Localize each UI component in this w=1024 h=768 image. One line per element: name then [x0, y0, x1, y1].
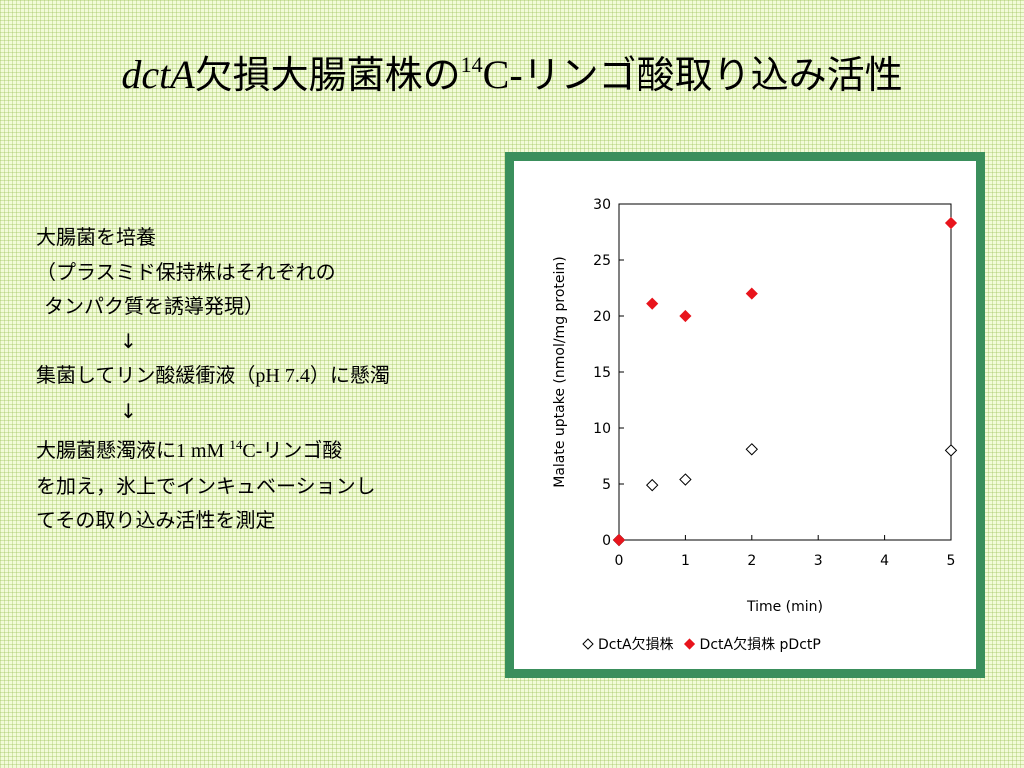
plot-area [618, 203, 952, 541]
y-tick-label: 10 [593, 421, 611, 437]
chart-frame: 0 5 10 15 20 25 30 0 1 2 3 4 5 Time (min) Malate upt… [505, 152, 985, 678]
y-tick-label: 25 [593, 253, 611, 269]
x-tick-label: 0 [615, 553, 624, 569]
data-point-pdctp [679, 309, 692, 323]
legend-marker [683, 638, 696, 650]
uptake-chart: 0 5 10 15 20 25 30 0 1 2 3 4 5 Time (min) Malate upt… [552, 197, 958, 653]
x-tick-label: 4 [880, 553, 889, 569]
procedure-line-7: てその取り込み活性を測定 [36, 508, 276, 532]
x-tick-label: 1 [681, 553, 690, 569]
procedure-line-5-el: C- [242, 440, 263, 462]
procedure-line-4-a: 集菌してリン酸緩衝液（ [36, 363, 256, 387]
x-tick-label: 2 [747, 553, 756, 569]
procedure-line-3: タンパク質を誘導発現） [44, 294, 264, 318]
procedure-line-2: （プラスミド保持株はそれぞれの [36, 259, 336, 284]
legend-entry: DctA欠損株 [598, 637, 674, 653]
data-point-pdctp [745, 287, 758, 300]
axis-tick-labels: 0 5 10 15 20 25 30 0 1 2 3 4 5 [593, 197, 955, 569]
y-tick-label: 15 [593, 365, 611, 381]
data-point-dcta [645, 478, 659, 492]
data-point-dcta [944, 444, 958, 457]
procedure-line-5-a: 大腸菌懸濁液に [36, 438, 176, 462]
data-point-dcta [745, 443, 759, 456]
down-arrow-icon: ↓ [120, 398, 137, 423]
procedure-line-5-conc: 1 mM [176, 440, 230, 462]
data-point-pdctp [944, 216, 958, 230]
procedure-line-4-b: ）に懸濁 [309, 363, 390, 387]
title-end: リンゴ酸取り込み活性 [522, 53, 903, 97]
slide-title: dctA欠損大腸菌株の14C-リンゴ酸取り込み活性 [0, 44, 1024, 99]
procedure-line-1: 大腸菌を培養 [36, 225, 156, 249]
y-tick-label: 30 [593, 197, 611, 213]
y-tick-label: 20 [593, 309, 611, 325]
y-tick-label: 5 [602, 477, 611, 493]
legend-marker [582, 638, 594, 650]
data-point-pdctp [612, 533, 626, 547]
data-point-dcta [679, 473, 692, 486]
y-axis-label: Malate uptake (nmol/mg protein) [552, 256, 568, 488]
procedure-line-4-ph: pH 7.4 [255, 365, 310, 387]
axis-ticks [618, 203, 952, 541]
down-arrow-icon: ↓ [120, 328, 137, 353]
x-tick-label: 3 [814, 553, 823, 569]
title-isotope-element: C- [482, 52, 523, 97]
title-isotope-mass: 14 [460, 52, 483, 77]
data-points [612, 216, 958, 547]
y-tick-label: 0 [602, 533, 611, 549]
legend-entry: DctA欠損株 pDctP [700, 637, 821, 653]
chart-legend: DctA欠損株 DctA欠損株 pDctP [582, 637, 821, 653]
procedure-line-6: を加え，氷上でインキュベーションし [36, 473, 376, 498]
title-middle: 欠損大腸菌株の [194, 53, 461, 97]
x-tick-label: 5 [947, 553, 956, 569]
x-axis-label: Time (min) [746, 599, 823, 615]
procedure-text: 大腸菌を培養 （プラスミド保持株はそれぞれの タンパク質を誘導発現） ↓ 集菌し… [36, 220, 506, 538]
data-point-pdctp [646, 297, 659, 310]
title-gene: dctA [121, 52, 195, 97]
procedure-line-5-b: リンゴ酸 [262, 438, 343, 462]
procedure-line-5: 大腸菌懸濁液に1 mM 14C-リンゴ酸 [36, 428, 506, 469]
procedure-line-4: 集菌してリン酸緩衝液（pH 7.4）に懸濁 [36, 358, 506, 394]
procedure-line-5-mass: 14 [229, 437, 243, 452]
